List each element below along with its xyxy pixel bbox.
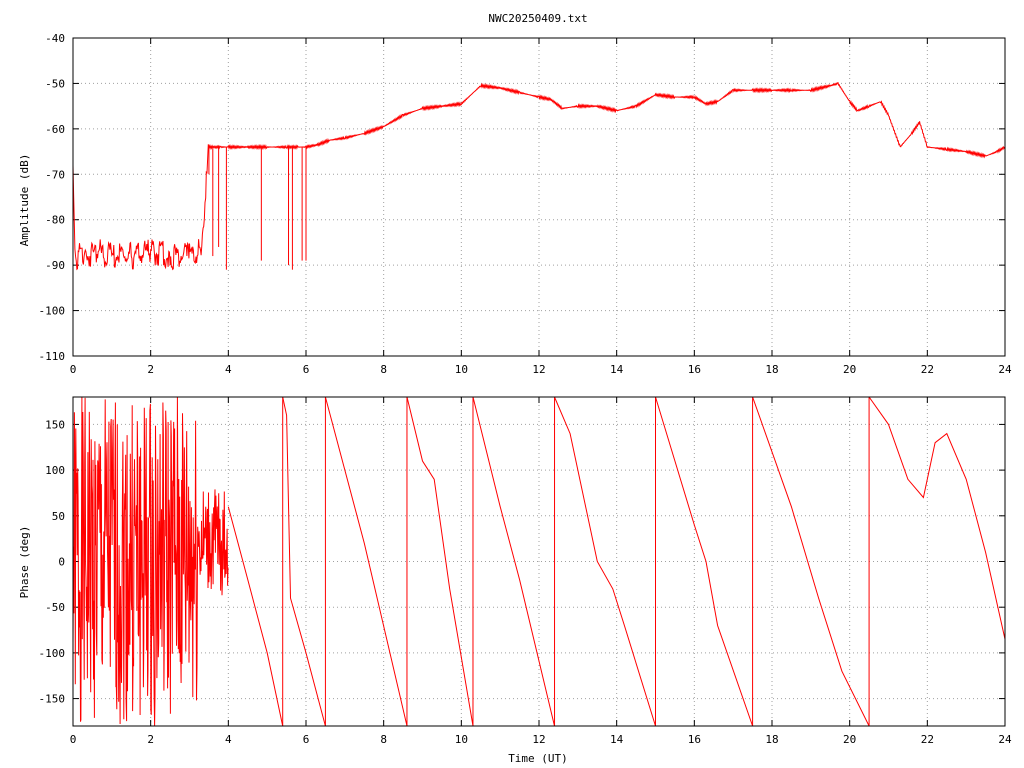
amplitude-y-tick-label: -110 — [39, 350, 66, 363]
phase-x-tick-label: 0 — [70, 733, 77, 746]
amplitude-y-tick-label: -100 — [39, 305, 66, 318]
phase-wrap-segment — [655, 396, 754, 727]
amplitude-x-tick-label: 0 — [70, 363, 77, 376]
phase-wrap-segment — [472, 396, 555, 727]
phase-y-label: Phase (deg) — [18, 526, 31, 599]
phase-x-tick-label: 20 — [843, 733, 856, 746]
phase-panel: 0 2 4 6 8 10 12 14 16 18 20 22 24150100500-50-100-15… — [18, 396, 1012, 765]
amplitude-x-tick-label: 10 — [455, 363, 468, 376]
amplitude-y-tick-label: -40 — [45, 32, 65, 45]
amplitude-series-line — [72, 82, 1006, 271]
phase-wrap-segment — [282, 396, 326, 727]
phase-noisy-segment — [72, 397, 229, 726]
amplitude-y-tick-label: -90 — [45, 259, 65, 272]
phase-y-tick-label: 50 — [52, 510, 65, 523]
phase-wrap-segment — [324, 396, 408, 727]
amplitude-panel: NWC20250409.txt 0 2 4 6 8 10 12 14 16 18 20 22 24-40… — [18, 12, 1012, 376]
amplitude-x-tick-label: 24 — [998, 363, 1012, 376]
phase-wrap-segment — [554, 396, 656, 727]
phase-y-tick-label: -50 — [45, 601, 65, 614]
phase-wrap-segment — [868, 396, 1006, 640]
x-axis-label: Time (UT) — [508, 752, 568, 765]
amplitude-x-tick-label: 18 — [765, 363, 778, 376]
phase-y-tick-label: 100 — [45, 464, 65, 477]
amplitude-x-tick-label: 20 — [843, 363, 856, 376]
amplitude-x-tick-label: 16 — [688, 363, 701, 376]
phase-y-tick-label: -150 — [39, 693, 66, 706]
phase-wrap-segment — [406, 396, 474, 727]
phase-x-tick-label: 8 — [380, 733, 387, 746]
phase-frame — [72, 396, 1006, 727]
phase-tick-labels: 0 2 4 6 8 10 12 14 16 18 20 22 24150100500-50-100-15… — [39, 418, 1012, 746]
amplitude-y-tick-label: -80 — [45, 214, 65, 227]
phase-x-tick-label: 10 — [455, 733, 468, 746]
amplitude-x-tick-label: 22 — [921, 363, 934, 376]
phase-x-tick-label: 16 — [688, 733, 701, 746]
phase-x-tick-label: 2 — [147, 733, 154, 746]
amplitude-x-tick-label: 2 — [147, 363, 154, 376]
amplitude-x-tick-label: 6 — [303, 363, 310, 376]
amplitude-y-tick-label: -60 — [45, 123, 65, 136]
amplitude-x-tick-label: 12 — [532, 363, 545, 376]
amplitude-x-tick-label: 14 — [610, 363, 624, 376]
phase-x-tick-label: 4 — [225, 733, 232, 746]
phase-y-tick-label: 150 — [45, 418, 65, 431]
amplitude-y-tick-label: -50 — [45, 77, 65, 90]
phase-wrap-segment — [227, 506, 284, 727]
amplitude-x-tick-label: 8 — [380, 363, 387, 376]
phase-x-tick-label: 18 — [765, 733, 778, 746]
phase-x-tick-label: 12 — [532, 733, 545, 746]
phase-y-tick-label: 0 — [58, 556, 65, 569]
amplitude-x-tick-label: 4 — [225, 363, 232, 376]
amplitude-frame — [72, 37, 1006, 357]
phase-x-tick-label: 6 — [303, 733, 310, 746]
chart-title: NWC20250409.txt — [488, 12, 587, 25]
amplitude-y-tick-label: -70 — [45, 168, 65, 181]
phase-series — [72, 396, 1006, 727]
phase-x-tick-label: 24 — [998, 733, 1012, 746]
amplitude-tick-labels: 0 2 4 6 8 10 12 14 16 18 20 22 24-40-50-60-70-80-90-… — [39, 32, 1012, 376]
phase-wrap-segment — [752, 396, 870, 727]
phase-x-tick-label: 22 — [921, 733, 934, 746]
amplitude-y-label: Amplitude (dB) — [18, 154, 31, 247]
phase-y-tick-label: -100 — [39, 647, 66, 660]
phase-x-tick-label: 14 — [610, 733, 624, 746]
